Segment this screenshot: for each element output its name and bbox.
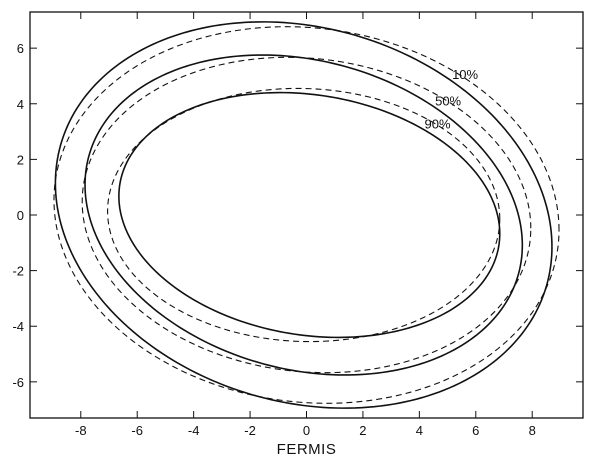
x-tick-label: 4 [416,423,423,438]
curve-label-10pct: 10% [452,67,478,82]
y-tick-label: 2 [17,152,24,167]
x-tick-label: 6 [472,423,479,438]
x-tick-label: 2 [359,423,366,438]
curve-labels: 10% 50% 90% [425,67,479,131]
y-tick-label: 6 [17,41,24,56]
contour-50pct-solid [84,54,524,376]
axis-ticks: -8 -6 -4 -2 0 2 4 6 8 -6 -4 -2 0 2 4 6 [12,12,583,438]
contour-dashed [81,56,532,374]
contour-10pct-solid [54,21,553,409]
contour-dashed [107,87,501,343]
y-tick-label: -4 [12,319,24,334]
y-tick-label: -6 [12,375,24,390]
x-tick-label: -6 [131,423,143,438]
contour-curves [53,21,560,409]
contour-90pct-solid [118,91,501,339]
x-tick-label: -2 [244,423,256,438]
curve-label-90pct: 90% [425,117,451,132]
y-tick-label: -2 [12,264,24,279]
contour-dashed [53,26,560,404]
x-tick-label: -4 [188,423,200,438]
x-tick-label: 8 [529,423,536,438]
x-tick-label: -8 [75,423,87,438]
y-tick-label: 0 [17,208,24,223]
x-axis-title: FERMIS [277,441,337,456]
y-tick-label: 4 [17,97,24,112]
x-tick-label: 0 [303,423,310,438]
curve-label-50pct: 50% [435,94,461,109]
